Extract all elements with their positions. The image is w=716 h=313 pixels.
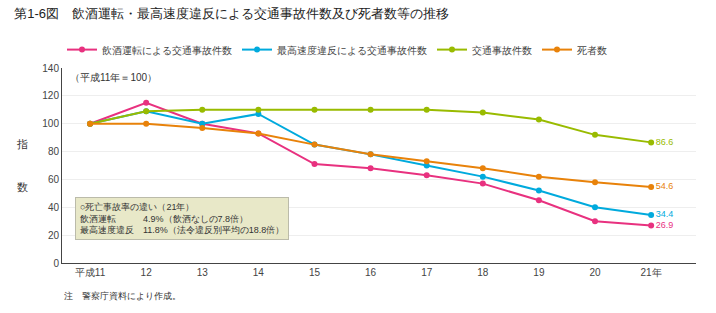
svg-text:指数: 指数 <box>16 138 28 193</box>
svg-text:○死亡事故率の違い（21年）飲酒運転 4.9%（飲酒なし: ○死亡事故率の違い（21年）飲酒運転 4.9%（飲酒なしの7.8倍）最高速度違反… <box>80 202 284 235</box>
svg-text:54.6: 54.6 <box>656 181 674 191</box>
svg-text:（平成11年＝100）: （平成11年＝100） <box>70 72 157 83</box>
svg-text:40: 40 <box>48 202 60 213</box>
svg-text:死者数: 死者数 <box>577 45 607 56</box>
svg-text:120: 120 <box>42 90 59 101</box>
svg-text:80: 80 <box>48 146 60 157</box>
svg-text:飲酒運転による交通事故件数: 飲酒運転による交通事故件数 <box>102 45 232 56</box>
svg-text:12: 12 <box>141 267 153 278</box>
svg-text:20: 20 <box>589 267 601 278</box>
svg-text:21年: 21年 <box>641 267 662 278</box>
svg-text:19: 19 <box>533 267 545 278</box>
svg-text:14: 14 <box>253 267 265 278</box>
svg-text:34.4: 34.4 <box>656 209 674 219</box>
svg-text:最高速度違反による交通事故件数: 最高速度違反による交通事故件数 <box>277 45 427 56</box>
svg-text:第1-6図 飲酒運転・最高速度違反による交通事故件数及び死者: 第1-6図 飲酒運転・最高速度違反による交通事故件数及び死者数等の推移 <box>14 6 449 21</box>
svg-text:0: 0 <box>53 258 59 269</box>
svg-text:20: 20 <box>48 230 60 241</box>
svg-text:注 警察庁資料により作成。: 注 警察庁資料により作成。 <box>64 291 181 301</box>
svg-text:16: 16 <box>365 267 377 278</box>
svg-text:140: 140 <box>42 63 59 74</box>
svg-text:26.9: 26.9 <box>656 220 674 230</box>
svg-text:86.6: 86.6 <box>656 137 674 147</box>
svg-text:18: 18 <box>477 267 489 278</box>
svg-text:13: 13 <box>197 267 209 278</box>
svg-text:60: 60 <box>48 174 60 185</box>
svg-text:平成11: 平成11 <box>75 267 106 278</box>
svg-text:交通事故件数: 交通事故件数 <box>472 45 532 56</box>
svg-text:15: 15 <box>309 267 321 278</box>
svg-text:17: 17 <box>421 267 433 278</box>
svg-text:100: 100 <box>42 118 59 129</box>
